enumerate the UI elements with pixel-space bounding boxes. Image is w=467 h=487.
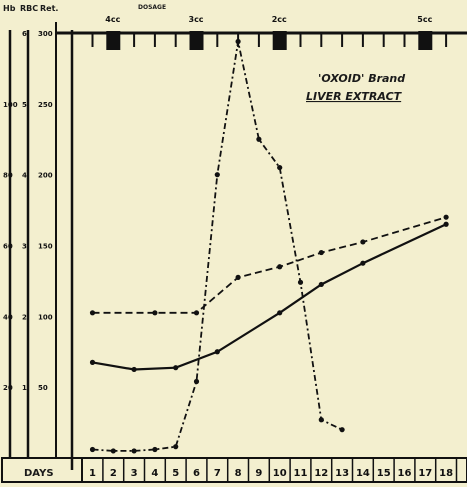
rbc-tick-label-3: 3	[22, 243, 27, 251]
ret-tick-label-150: 150	[38, 243, 53, 251]
day-label-3: 3	[131, 468, 138, 479]
rbc-tick-label-4: 4	[22, 172, 27, 180]
series-1-point-3	[131, 448, 137, 454]
series-line-3	[92, 223, 447, 371]
series-3-point-1	[89, 359, 96, 365]
axis-label-layer: 20 40 60 80 100 1 2 3 4 5 6 50 100 150 200 250 300	[3, 30, 53, 392]
hb-tick-label-100: 100	[3, 101, 18, 109]
day-label-4: 4	[151, 468, 158, 479]
series-3-point-7	[360, 260, 366, 266]
series-2-point-3	[193, 310, 200, 316]
day-label-10: 10	[273, 468, 287, 479]
series-1-point-4	[152, 446, 158, 453]
rbc-tick-label-5: 5	[22, 101, 27, 109]
series-1-point-8	[235, 38, 241, 45]
ret-tick-label-50: 50	[38, 384, 48, 392]
day-label-15: 15	[377, 468, 391, 479]
ret-axis-header: Ret.	[40, 4, 58, 13]
series-1-point-6	[193, 378, 200, 385]
day-label-17: 17	[418, 468, 432, 479]
chart-title-line1: 'OXOID' Brand	[318, 72, 405, 85]
rbc-tick-label-6: 6	[22, 30, 27, 38]
rbc-tick-label-2: 2	[22, 313, 27, 321]
series-layer	[89, 38, 449, 454]
hb-tick-label-20: 20	[3, 384, 13, 392]
hb-axis-header: Hb	[3, 4, 16, 13]
days-layer: 1 2 3 4 5 6 7 8 9 10 11 12 13 14 15 16 17 18	[81, 458, 458, 482]
days-label: DAYS	[24, 468, 54, 479]
series-1-point-7	[214, 172, 220, 178]
injection-bar-3	[272, 31, 287, 50]
injection-label-3: 2cc	[272, 15, 287, 24]
ret-tick-label-100: 100	[38, 313, 53, 321]
rbc-axis-header: RBC	[20, 4, 38, 13]
day-label-2: 2	[110, 468, 117, 479]
day-label-12: 12	[314, 468, 328, 479]
day-label-18: 18	[439, 468, 453, 479]
series-2-point-4	[235, 274, 241, 280]
ret-tick-label-300: 300	[38, 30, 53, 38]
hb-tick-label-40: 40	[3, 313, 13, 321]
series-3-point-2	[131, 366, 137, 373]
rbc-tick-label-1: 1	[22, 384, 27, 392]
day-label-1: 1	[89, 468, 96, 479]
day-label-13: 13	[335, 468, 349, 479]
injection-bar-4	[418, 31, 433, 50]
day-label-16: 16	[398, 468, 412, 479]
series-1-point-9	[256, 136, 262, 142]
series-2-point-8	[443, 214, 449, 220]
chart-title-line2: LIVER EXTRACT	[306, 90, 403, 103]
hb-tick-label-60: 60	[3, 243, 13, 251]
series-line-2	[92, 216, 447, 314]
series-1-point-12	[318, 417, 324, 423]
series-3-point-5	[277, 310, 283, 316]
series-2-point-5	[277, 264, 283, 270]
series-2-point-6	[318, 249, 324, 256]
series-3-point-8	[443, 221, 449, 227]
day-label-11: 11	[294, 468, 308, 479]
injection-bar-2	[189, 31, 204, 50]
series-2-point-1	[89, 310, 96, 316]
days-row-frame	[1, 457, 467, 483]
ret-tick-label-250: 250	[38, 101, 53, 109]
series-3-point-4	[214, 349, 220, 355]
series-1-point-11	[297, 279, 304, 285]
series-1-point-2	[110, 448, 116, 454]
day-label-6: 6	[193, 468, 200, 479]
day-label-7: 7	[214, 468, 221, 479]
series-1-point-10	[277, 164, 283, 171]
day-label-9: 9	[255, 468, 262, 479]
series-1-point-1	[89, 446, 96, 453]
injection-label-1: 4cc	[105, 15, 120, 24]
injection-label-4: 5cc	[417, 15, 432, 24]
hb-tick-label-80: 80	[3, 172, 13, 180]
injection-bar-1	[106, 31, 121, 50]
series-2-point-7	[360, 239, 366, 245]
series-3-point-3	[173, 365, 179, 371]
ret-tick-label-200: 200	[38, 172, 53, 180]
series-1-point-5	[173, 444, 179, 450]
injection-layer: 4cc 3cc 2cc 5cc	[105, 15, 433, 50]
injection-label-2: 3cc	[189, 15, 204, 24]
day-label-5: 5	[172, 468, 179, 479]
dosage-label: DOSAGE	[138, 4, 166, 11]
series-2-point-2	[152, 310, 158, 316]
day-label-8: 8	[235, 468, 242, 479]
series-1-point-13	[339, 427, 345, 433]
day-label-14: 14	[356, 468, 370, 479]
series-3-point-6	[318, 281, 324, 288]
